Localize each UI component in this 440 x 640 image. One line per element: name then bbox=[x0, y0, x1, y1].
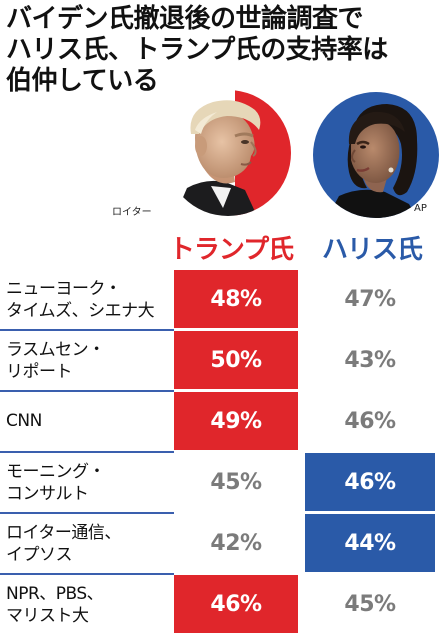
harris-share-cell: 47% bbox=[305, 270, 435, 328]
poll-outlet: ラスムセン・ リポート bbox=[6, 339, 172, 383]
trump-portrait bbox=[165, 90, 291, 216]
trump-share-cell: 42% bbox=[174, 514, 298, 572]
row-divider bbox=[0, 512, 174, 514]
poll-outlet: CNN bbox=[6, 410, 172, 432]
harris-column-header: ハリス氏 bbox=[321, 235, 423, 265]
poll-outlet-line: ロイター通信、 bbox=[6, 523, 121, 543]
trump-share-cell: 50% bbox=[174, 331, 298, 389]
poll-row: NPR、PBS、 マリスト大 46% 45% bbox=[0, 575, 440, 633]
trump-portrait-image bbox=[165, 90, 291, 216]
trump-column-header: トランプ氏 bbox=[168, 235, 294, 265]
poll-outlet-line: モーニング・ bbox=[6, 462, 106, 482]
poll-outlet-line: リポート bbox=[6, 362, 73, 382]
trump-share-cell: 49% bbox=[174, 392, 298, 450]
poll-outlet: ロイター通信、 イプソス bbox=[6, 522, 172, 566]
poll-outlet-line: コンサルト bbox=[6, 484, 89, 504]
harris-photo-credit: AP bbox=[414, 203, 427, 214]
headline-line-2: ハリス氏、トランプ氏の支持率は bbox=[6, 35, 388, 65]
harris-share-cell: 43% bbox=[305, 331, 435, 389]
poll-row: ニューヨーク・ タイムズ、シエナ大 48% 47% bbox=[0, 270, 440, 328]
trump-share-cell: 45% bbox=[174, 453, 298, 511]
poll-row: ラスムセン・ リポート 50% 43% bbox=[0, 331, 440, 389]
row-divider bbox=[0, 451, 174, 453]
trump-photo-credit: ロイター bbox=[112, 207, 152, 218]
trump-share-cell: 48% bbox=[174, 270, 298, 328]
poll-outlet-line: ラスムセン・ bbox=[6, 340, 105, 360]
row-divider bbox=[0, 390, 174, 392]
poll-outlet-line: マリスト大 bbox=[6, 606, 89, 626]
harris-portrait-image bbox=[313, 92, 439, 218]
poll-row: モーニング・ コンサルト 45% 46% bbox=[0, 453, 440, 511]
harris-portrait bbox=[313, 92, 439, 218]
poll-outlet-line: ニューヨーク・ bbox=[6, 279, 122, 299]
poll-outlet-line: タイムズ、シエナ大 bbox=[6, 301, 155, 321]
poll-row: ロイター通信、 イプソス 42% 44% bbox=[0, 514, 440, 572]
poll-row: CNN 49% 46% bbox=[0, 392, 440, 450]
harris-share-cell: 46% bbox=[305, 453, 435, 511]
poll-outlet-line: CNN bbox=[6, 411, 42, 431]
row-divider bbox=[0, 573, 174, 575]
harris-share-cell: 46% bbox=[305, 392, 435, 450]
headline-line-1: バイデン氏撤退後の世論調査で bbox=[6, 4, 364, 34]
row-divider bbox=[0, 329, 174, 331]
poll-outlet: モーニング・ コンサルト bbox=[6, 461, 172, 505]
harris-share-cell: 45% bbox=[305, 575, 435, 633]
poll-outlet: NPR、PBS、 マリスト大 bbox=[6, 583, 172, 627]
poll-table: ニューヨーク・ タイムズ、シエナ大 48% 47% ラスムセン・ リポート 50… bbox=[0, 270, 440, 640]
trump-share-cell: 46% bbox=[174, 575, 298, 633]
headline-line-3: 伯仲している bbox=[6, 66, 159, 96]
poll-outlet: ニューヨーク・ タイムズ、シエナ大 bbox=[6, 278, 172, 322]
harris-share-cell: 44% bbox=[305, 514, 435, 572]
poll-outlet-line: NPR、PBS、 bbox=[6, 584, 104, 604]
headline: バイデン氏撤退後の世論調査で ハリス氏、トランプ氏の支持率は 伯仲している bbox=[6, 4, 436, 97]
poll-outlet-line: イプソス bbox=[6, 545, 73, 565]
